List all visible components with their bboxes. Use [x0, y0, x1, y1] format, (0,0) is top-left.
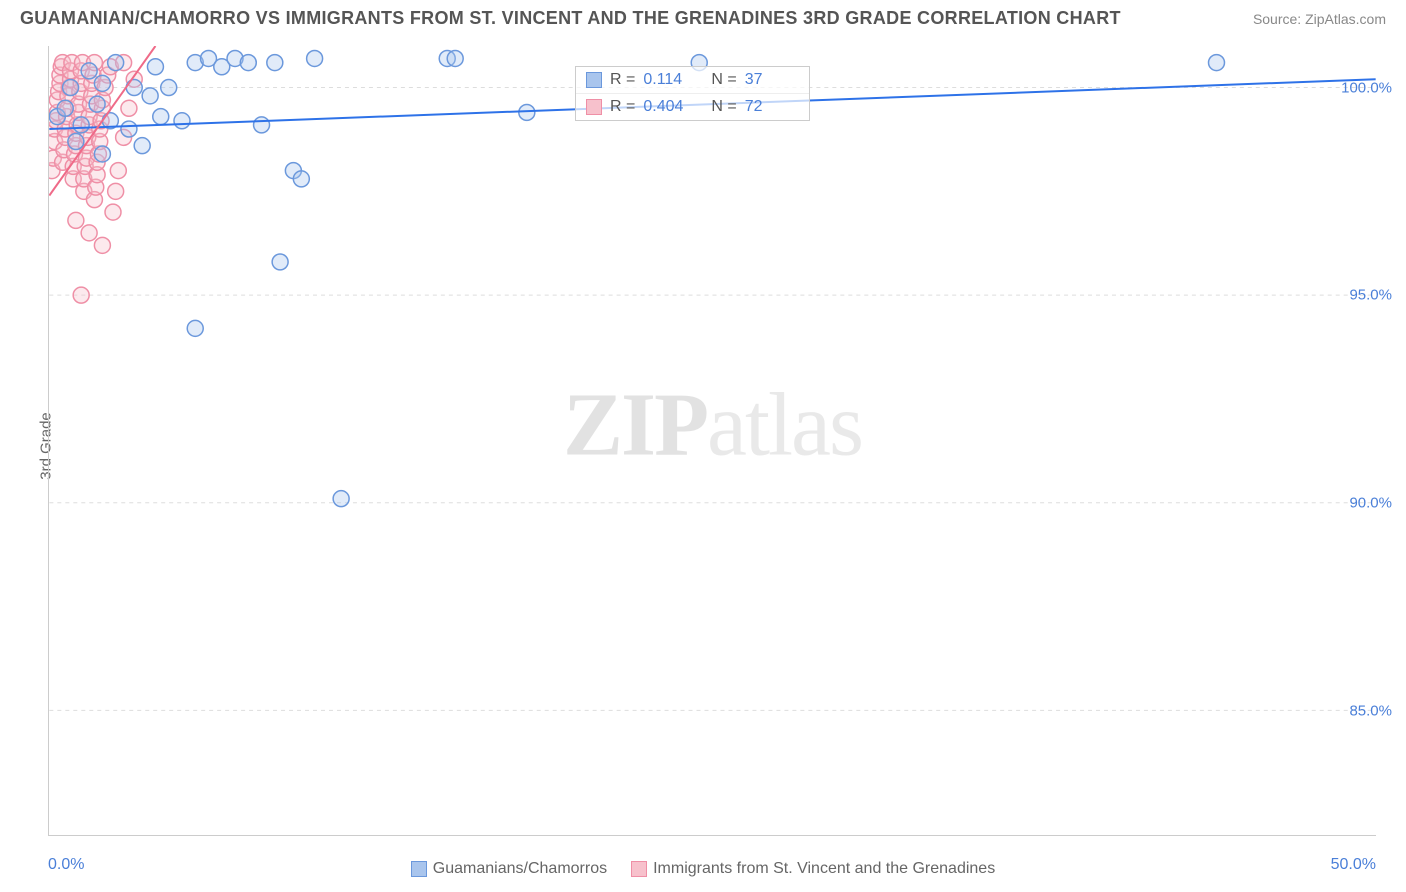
r-label: R =	[610, 98, 635, 116]
legend-item: Guamanians/Chamorros	[411, 860, 607, 878]
correlation-stats-box: R = 0.114 N = 37 R = 0.404 N = 72	[575, 66, 810, 121]
legend-label: Guamanians/Chamorros	[433, 860, 607, 878]
swatch-icon	[631, 861, 647, 877]
stat-row: R = 0.114 N = 37	[576, 67, 809, 93]
y-tick-label: 95.0%	[1349, 287, 1392, 304]
source-label: Source: ZipAtlas.com	[1253, 11, 1386, 27]
swatch-icon	[586, 72, 602, 88]
r-label: R =	[610, 71, 635, 89]
y-tick-label: 100.0%	[1341, 79, 1392, 96]
n-value: 72	[745, 98, 799, 116]
y-tick-label: 90.0%	[1349, 495, 1392, 512]
stat-row: R = 0.404 N = 72	[576, 93, 809, 120]
legend-item: Immigrants from St. Vincent and the Gren…	[631, 860, 995, 878]
chart-title: GUAMANIAN/CHAMORRO VS IMMIGRANTS FROM ST…	[20, 8, 1121, 29]
r-value: 0.114	[643, 71, 697, 89]
chart-area: ZIPatlas R = 0.114 N = 37 R = 0.404 N = …	[48, 46, 1376, 836]
swatch-icon	[411, 861, 427, 877]
r-value: 0.404	[643, 98, 697, 116]
legend-label: Immigrants from St. Vincent and the Gren…	[653, 860, 995, 878]
swatch-icon	[586, 99, 602, 115]
y-tick-label: 85.0%	[1349, 703, 1392, 720]
n-value: 37	[745, 71, 799, 89]
n-label: N =	[711, 98, 736, 116]
n-label: N =	[711, 71, 736, 89]
scatter-plot	[49, 46, 1376, 835]
legend: Guamanians/Chamorros Immigrants from St.…	[0, 860, 1406, 878]
